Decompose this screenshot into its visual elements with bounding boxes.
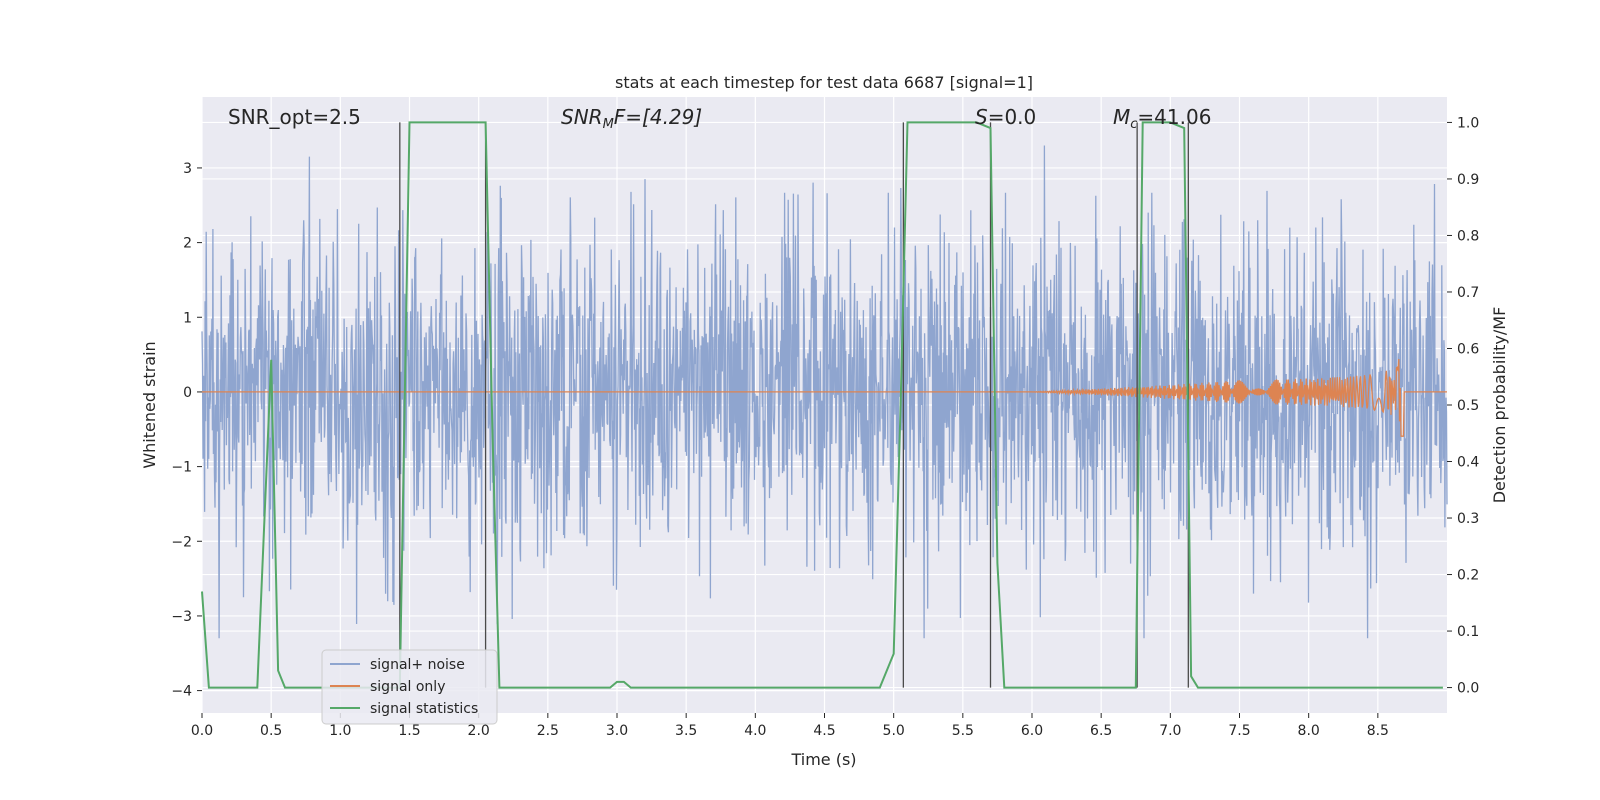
y-tick-label: 2 [183,236,192,252]
x-tick-label: 7.5 [1228,723,1250,739]
y-tick-label: −1 [171,460,192,476]
y2-tick-label: 0.6 [1457,341,1479,357]
x-axis-label: Time (s) [790,750,856,769]
y-tick-label: 3 [183,161,192,177]
x-tick-label: 5.0 [883,723,905,739]
y2-axis-ticks: 1.0 0.9 0.8 0.7 0.6 0.5 0.4 0.3 0.2 0.1 0.0 [1447,115,1479,697]
x-tick-label: 0.0 [191,723,213,739]
y2-tick-label: 0.2 [1457,568,1479,584]
y2-tick-label: 0.1 [1457,624,1479,640]
signal-noise-line [201,145,1448,639]
y2-tick-label: 0.7 [1457,285,1479,301]
x-tick-label: 8.5 [1367,723,1389,739]
legend-label-signal-noise: signal+ noise [370,657,465,673]
snr-opt-annotation: SNR_opt=2.5 [228,105,361,129]
x-tick-label: 2.5 [537,723,559,739]
s-annotation: S=0.0 [975,105,1036,129]
x-axis-ticks: 0.0 0.5 1.0 1.5 2.0 2.5 3.0 3.5 4.0 4.5 5.0 5.5 6.0 6… [191,713,1389,739]
chart-title: stats at each timestep for test data 668… [615,73,1033,92]
x-tick-label: 4.0 [744,723,766,739]
legend: signal+ noise signal only signal statist… [321,649,498,725]
x-tick-label: 1.5 [398,723,420,739]
mc-annotation: Mc=41.06 [1113,105,1211,132]
legend-label-signal-statistics: signal statistics [370,701,478,717]
y2-tick-label: 0.9 [1457,172,1479,188]
legend-box [321,649,498,725]
x-tick-label: 6.0 [1021,723,1043,739]
y2-tick-label: 1.0 [1457,115,1479,131]
x-tick-label: 8.0 [1298,723,1320,739]
x-tick-label: 6.5 [1090,723,1112,739]
x-tick-label: 3.5 [675,723,697,739]
y2-tick-label: 0.5 [1457,398,1479,414]
x-tick-label: 1.0 [329,723,351,739]
snr-mf-annotation: SNRMF=[4.29] [561,105,702,132]
y-axis-ticks: 3 2 1 0 −1 −2 −3 −4 [171,161,202,700]
y-tick-label: −2 [171,534,192,550]
x-tick-label: 3.0 [606,723,628,739]
y-tick-label: 1 [183,310,192,326]
x-tick-label: 4.5 [813,723,835,739]
y2-tick-label: 0.3 [1457,511,1479,527]
signal-only-line [202,358,1447,437]
x-tick-label: 5.5 [952,723,974,739]
y2-tick-label: 0.8 [1457,228,1479,244]
x-tick-label: 0.5 [260,723,282,739]
y2-tick-label: 0.4 [1457,455,1479,471]
y-tick-label: −4 [171,684,192,700]
signal-noise-series [201,145,1448,639]
y-tick-label: −3 [171,609,192,625]
legend-label-signal-only: signal only [370,679,445,695]
y-tick-label: 0 [183,385,192,401]
y2-axis-label: Detection probability/MF [1490,307,1509,504]
y2-tick-label: 0.0 [1457,681,1479,697]
x-tick-label: 7.0 [1159,723,1181,739]
x-tick-label: 2.0 [468,723,490,739]
y-axis-label: Whitened strain [140,341,159,468]
signal-only-series [202,358,1447,437]
